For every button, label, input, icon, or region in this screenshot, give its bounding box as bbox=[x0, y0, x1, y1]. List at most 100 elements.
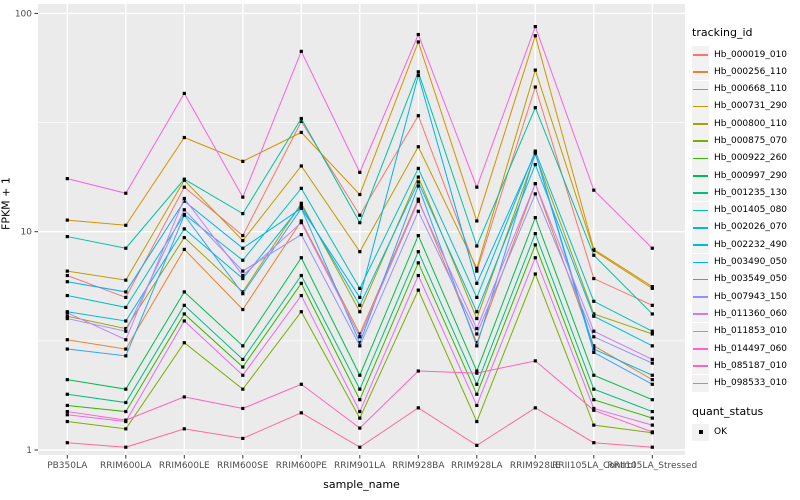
data-point bbox=[592, 347, 596, 351]
data-point bbox=[475, 295, 479, 300]
data-point bbox=[182, 312, 186, 316]
legend-item: Hb_000922_260 bbox=[692, 149, 798, 167]
data-point bbox=[65, 218, 69, 222]
data-point bbox=[650, 378, 654, 382]
legend-key bbox=[692, 63, 709, 81]
data-point bbox=[650, 357, 654, 362]
data-point bbox=[475, 392, 479, 396]
data-point bbox=[65, 311, 69, 315]
data-point bbox=[416, 369, 420, 373]
data-point bbox=[299, 201, 303, 205]
legend-line-swatch bbox=[693, 365, 708, 367]
data-point bbox=[416, 32, 420, 37]
data-point bbox=[358, 192, 362, 197]
data-point bbox=[124, 305, 128, 310]
legend-line-swatch bbox=[693, 244, 708, 246]
legend-key bbox=[692, 115, 709, 133]
data-point bbox=[592, 276, 596, 281]
data-point bbox=[182, 91, 186, 96]
data-point bbox=[416, 114, 420, 118]
legend-item: Hb_011360_060 bbox=[692, 305, 798, 323]
data-point bbox=[592, 253, 596, 257]
series-points bbox=[65, 232, 654, 414]
data-point bbox=[124, 354, 128, 358]
legend-key bbox=[692, 184, 709, 202]
legend-line-swatch bbox=[693, 348, 708, 350]
legend-item-label: Hb_003490_050 bbox=[714, 257, 788, 268]
data-point bbox=[124, 295, 128, 300]
data-point bbox=[241, 159, 245, 163]
data-point bbox=[241, 212, 245, 216]
data-point bbox=[475, 371, 479, 375]
legend-key bbox=[692, 80, 709, 98]
data-point bbox=[650, 361, 654, 365]
data-point bbox=[182, 395, 186, 399]
data-point bbox=[475, 310, 479, 314]
data-point bbox=[650, 344, 654, 348]
data-point bbox=[475, 382, 479, 386]
data-point bbox=[241, 307, 245, 312]
data-point bbox=[416, 199, 420, 203]
data-point bbox=[241, 269, 245, 273]
x-tick-label: RRIM600SE bbox=[217, 461, 269, 471]
x-tick-label: RRIM600LE bbox=[159, 461, 210, 471]
legend-key bbox=[692, 322, 709, 340]
data-point bbox=[650, 409, 654, 414]
data-point bbox=[650, 246, 654, 250]
data-point bbox=[182, 177, 186, 181]
data-point bbox=[65, 314, 69, 318]
data-point bbox=[533, 151, 537, 155]
data-point bbox=[65, 280, 69, 284]
data-point bbox=[241, 258, 245, 262]
data-point bbox=[416, 209, 420, 213]
data-point bbox=[592, 335, 596, 339]
data-point bbox=[241, 276, 245, 281]
quant-status-legend-title: quant_status bbox=[692, 404, 764, 418]
data-point bbox=[182, 199, 186, 203]
legend-item-label: Hb_000875_070 bbox=[714, 135, 788, 146]
x-axis-title: sample_name bbox=[323, 478, 400, 491]
legend-item: Hb_098533_010 bbox=[692, 374, 798, 392]
data-point bbox=[592, 314, 596, 318]
legend-item-label: Hb_014497_060 bbox=[714, 343, 788, 354]
data-point bbox=[124, 427, 128, 431]
y-tick-label: 1 bbox=[26, 446, 32, 456]
legend-item-label: Hb_001235_130 bbox=[714, 187, 788, 198]
legend-key bbox=[692, 340, 709, 358]
panel-background bbox=[38, 4, 685, 455]
legend-item-label: Hb_007943_150 bbox=[714, 291, 788, 302]
data-point bbox=[650, 430, 654, 434]
data-point bbox=[533, 359, 537, 363]
data-point bbox=[358, 250, 362, 254]
data-point bbox=[650, 445, 654, 449]
data-point bbox=[416, 70, 420, 74]
data-point bbox=[416, 180, 420, 184]
data-point bbox=[124, 246, 128, 250]
legend-item-label: Hb_000668_110 bbox=[714, 84, 788, 95]
data-point bbox=[650, 329, 654, 333]
x-tick-label: RRII105LA_Control bbox=[552, 461, 635, 471]
data-point bbox=[533, 25, 537, 29]
data-point bbox=[299, 49, 303, 53]
x-tick-label: RRIM928LE bbox=[510, 461, 561, 471]
data-point bbox=[358, 170, 362, 174]
quant-status-legend-item: OK bbox=[692, 423, 798, 441]
data-point bbox=[358, 286, 362, 290]
legend-item: Hb_001235_130 bbox=[692, 184, 798, 202]
data-point bbox=[416, 184, 420, 188]
data-point bbox=[650, 285, 654, 289]
legend-line-swatch bbox=[693, 330, 708, 333]
data-point bbox=[358, 310, 362, 314]
data-point bbox=[475, 269, 479, 273]
data-point bbox=[358, 416, 362, 420]
legend-item: Hb_001405_080 bbox=[692, 201, 798, 219]
data-point bbox=[475, 244, 479, 248]
data-point bbox=[650, 416, 654, 420]
data-point bbox=[650, 286, 654, 290]
data-point bbox=[299, 219, 303, 223]
data-point bbox=[182, 185, 186, 189]
data-point bbox=[358, 398, 362, 402]
legend-item-label: Hb_011360_060 bbox=[714, 308, 788, 319]
data-point bbox=[358, 295, 362, 300]
legend-line-swatch bbox=[693, 157, 708, 160]
